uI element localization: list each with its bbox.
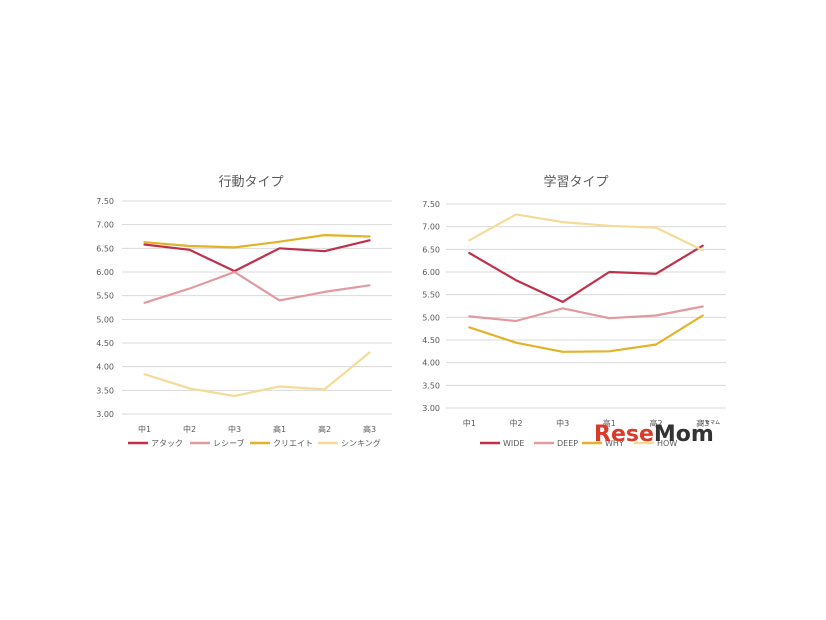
chart-1: 行動タイプ 3.00 3.50 4.00 4.50 5.00 5.50 6.00 6.50 7.0…	[96, 175, 392, 448]
series-line-1	[143, 239, 371, 273]
y-tick-label: 3.00	[422, 404, 440, 413]
x-tick-label: 高3	[363, 424, 376, 434]
legend-label: WIDE	[503, 439, 524, 448]
y-tick-label: 7.00	[422, 223, 440, 232]
y-tick-label: 7.00	[96, 221, 114, 230]
x-tick-label: 中3	[556, 418, 569, 428]
x-tick-label: 高1	[273, 424, 286, 434]
y-tick-label: 6.00	[422, 268, 440, 277]
x-tick-label: 中1	[463, 418, 476, 428]
x-tick-label: 中2	[509, 418, 522, 428]
y-tick-label: 5.50	[96, 292, 114, 301]
y-tick-label: 4.00	[422, 359, 440, 368]
series-line-1	[468, 244, 704, 303]
x-tick-label: 中2	[183, 424, 196, 434]
series-line-4	[468, 213, 704, 252]
y-tick-label: 5.50	[422, 291, 440, 300]
x-tick-label: 高1	[603, 418, 616, 428]
y-tick-label: 3.50	[96, 386, 114, 395]
y-tick-label: 4.50	[422, 336, 440, 345]
chart-title: 行動タイプ	[218, 175, 283, 190]
chart-2: 学習タイプ 3.00 3.50 4.00 4.50 5.00 5.50 6.00 6.50 7.0…	[422, 174, 726, 448]
series-line-3	[143, 234, 371, 249]
y-tick-label: 6.00	[96, 268, 114, 277]
y-tick-label: 5.00	[422, 313, 440, 322]
y-tick-label: 7.50	[96, 197, 114, 206]
x-tick-label: 高2	[649, 418, 662, 428]
y-tick-label: 6.50	[422, 245, 440, 254]
legend-label: レシーブ	[213, 438, 245, 448]
y-tick-label: 3.50	[422, 381, 440, 390]
y-tick-label: 6.50	[96, 244, 114, 253]
x-tick-label: 高3	[696, 418, 709, 428]
legend-label: クリエイト	[273, 439, 313, 448]
legend-label: シンキング	[341, 438, 381, 448]
x-tick-label: 中3	[228, 424, 241, 434]
y-tick-label: 4.50	[96, 339, 114, 348]
series-line-4	[143, 351, 371, 398]
y-tick-label: 7.50	[422, 200, 440, 209]
y-tick-label: 5.00	[96, 315, 114, 324]
legend-label: DEEP	[557, 439, 578, 448]
x-tick-label: 中1	[138, 424, 151, 434]
legend-label: アタック	[151, 439, 183, 448]
logo-subtext: リセマム	[700, 420, 720, 426]
y-tick-label: 3.00	[96, 410, 114, 419]
legend-label: HOW	[657, 439, 677, 448]
series-line-3	[468, 314, 704, 353]
series-line-2	[468, 305, 704, 323]
x-tick-label: 高2	[318, 424, 331, 434]
y-tick-label: 4.00	[96, 363, 114, 372]
series-line-2	[143, 270, 371, 304]
chart-title: 学習タイプ	[543, 174, 608, 190]
legend-label: WHY	[605, 439, 624, 448]
logo-text: ReseMom	[594, 422, 714, 447]
